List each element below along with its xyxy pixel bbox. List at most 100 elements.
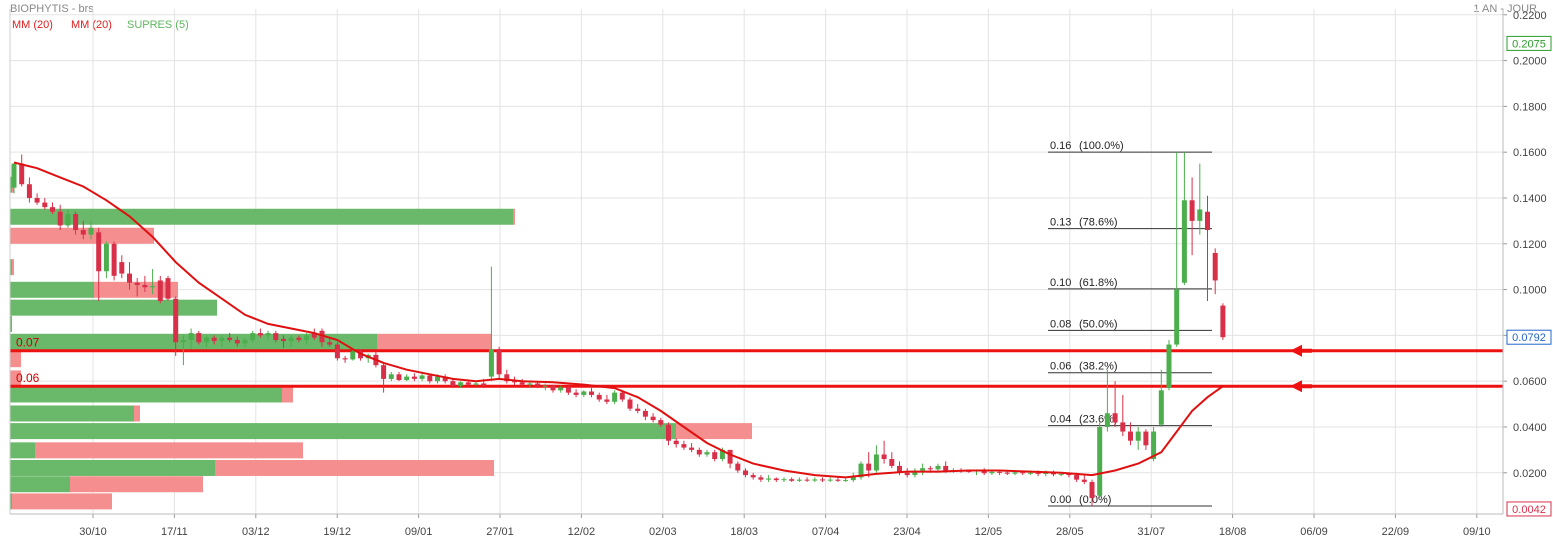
candle-up xyxy=(781,479,787,481)
candle-up xyxy=(1158,390,1164,425)
fib-value-label: 0.04 xyxy=(1050,414,1071,426)
volume-profile-bar-red xyxy=(377,333,492,350)
candle-up xyxy=(581,391,587,395)
candle-down xyxy=(758,477,764,480)
candle-up xyxy=(150,286,156,288)
candle-down xyxy=(512,381,517,383)
candle-up xyxy=(265,333,271,336)
candle-down xyxy=(820,479,825,481)
arrow-left-icon xyxy=(1290,380,1312,393)
candle-down xyxy=(589,391,594,395)
candle-down xyxy=(427,375,433,382)
fib-value-label: 0.00 xyxy=(1050,494,1071,506)
x-tick-label: 31/07 xyxy=(1137,526,1165,538)
candle-down xyxy=(519,382,525,385)
candle-down xyxy=(712,452,718,460)
candle-down xyxy=(681,444,687,448)
y-tick-label: 0.1800 xyxy=(1513,101,1547,113)
candle-down xyxy=(642,410,648,417)
low-price-label-box xyxy=(1506,501,1552,517)
candle-down xyxy=(504,374,510,382)
fibonacci-levels: 0.16 (100.0%) 0.13 (78.6%) 0.10 (61.8%) 0.08 (5… xyxy=(1048,140,1212,507)
volume-profile-bar-green xyxy=(10,281,94,298)
candle-up xyxy=(850,476,856,481)
candle-down xyxy=(111,243,117,276)
candle-down xyxy=(866,463,872,471)
candle-down xyxy=(19,163,25,185)
volume-profile-bar-green xyxy=(10,476,70,493)
y-tick-label: 0.2000 xyxy=(1513,56,1547,68)
candle-down xyxy=(789,479,795,481)
candle-down xyxy=(889,459,895,466)
candle-down xyxy=(727,449,733,464)
candle-down xyxy=(1128,431,1133,441)
candle-down xyxy=(1089,481,1095,498)
candle-down xyxy=(835,479,841,481)
candle-up xyxy=(304,335,310,340)
candle-up xyxy=(612,392,618,402)
candle-up xyxy=(1027,472,1033,474)
legend-supres-5[interactable]: SUPRES (5) xyxy=(127,19,189,31)
candle-up xyxy=(843,480,849,482)
candle-up xyxy=(1181,200,1187,283)
candle-down xyxy=(897,465,902,473)
legend-mm-20-second[interactable]: MM (20) xyxy=(71,19,112,31)
volume-profile-bar-green xyxy=(10,333,377,350)
x-tick-label: 18/08 xyxy=(1219,526,1247,538)
legend-mm-20-first[interactable]: MM (20) xyxy=(12,19,53,31)
candle-up xyxy=(912,470,918,476)
candle-down xyxy=(450,381,456,386)
volume-profile-bar-red xyxy=(513,208,515,225)
candle-down xyxy=(57,211,63,226)
volume-profile-bar-red xyxy=(70,476,203,493)
candle-up xyxy=(204,337,209,343)
candle-down xyxy=(73,214,79,231)
candle-down xyxy=(173,298,179,343)
candle-up xyxy=(796,479,802,481)
candle-down xyxy=(334,344,340,359)
candle-up xyxy=(704,452,710,455)
x-tick-label: 06/09 xyxy=(1300,526,1328,538)
candle-down xyxy=(342,358,348,360)
x-tick-label: 12/05 xyxy=(975,526,1003,538)
candle-up xyxy=(1012,472,1018,474)
candle-down xyxy=(165,278,171,299)
volume-profile-bar-red xyxy=(10,370,21,387)
fib-pct-label: (100.0%) xyxy=(1079,140,1124,152)
candle-down xyxy=(1035,472,1041,474)
candle-down xyxy=(981,470,987,474)
volume-profile-bar-red xyxy=(134,405,140,422)
candle-up xyxy=(542,385,548,387)
candle-up xyxy=(1197,209,1203,221)
fib-value-label: 0.08 xyxy=(1050,318,1071,330)
fib-pct-label: (61.8%) xyxy=(1079,277,1118,289)
candle-up xyxy=(1043,473,1049,475)
candle-up xyxy=(419,375,425,379)
y-tick-label: 0.1600 xyxy=(1513,147,1547,159)
candle-down xyxy=(34,197,40,203)
candle-down xyxy=(196,333,202,343)
candle-down xyxy=(904,472,910,476)
last-price-label: 0.0792 xyxy=(1512,332,1546,344)
support-line-label: 0.07 xyxy=(16,336,40,350)
candle-down xyxy=(1004,472,1010,474)
candle-up xyxy=(180,339,186,343)
candle-down xyxy=(696,449,702,455)
candle-up xyxy=(827,479,833,481)
candle-down xyxy=(750,475,756,478)
candle-up xyxy=(766,478,772,480)
volume-profile-bar-green xyxy=(10,315,12,332)
volume-profile-bar-green xyxy=(10,459,215,476)
candlesticks xyxy=(11,152,1226,506)
candle-up xyxy=(1097,426,1103,496)
ma-20-line xyxy=(13,161,1224,479)
y-tick-label: 0.0400 xyxy=(1513,422,1547,434)
candle-down xyxy=(127,273,132,283)
candle-down xyxy=(689,447,695,450)
period-label[interactable]: 1 AN - JOUR xyxy=(1473,3,1537,15)
candle-down xyxy=(1189,200,1195,221)
candle-up xyxy=(558,387,564,391)
candle-down xyxy=(1074,475,1080,480)
candle-down xyxy=(119,262,125,274)
